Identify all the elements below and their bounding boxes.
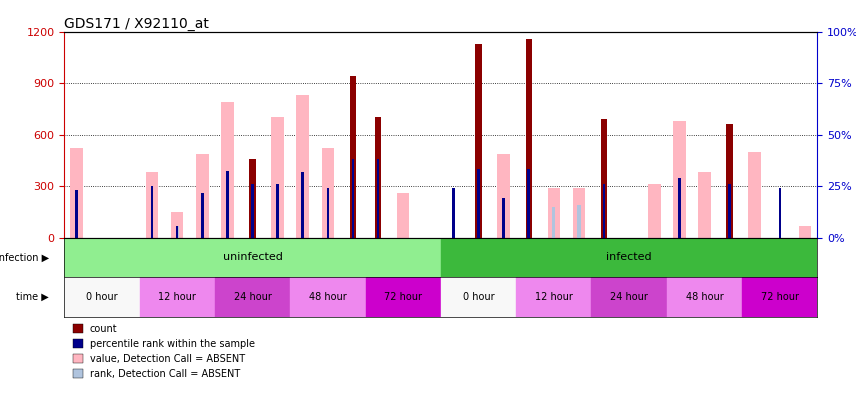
Bar — [527, 169, 530, 238]
Bar — [552, 207, 556, 238]
Bar — [742, 277, 817, 317]
Bar — [573, 188, 586, 238]
Bar — [64, 238, 441, 277]
Bar — [175, 226, 179, 238]
Bar — [322, 148, 334, 238]
Bar — [196, 154, 209, 238]
Text: infection ▶: infection ▶ — [0, 252, 49, 263]
Text: time ▶: time ▶ — [16, 292, 49, 302]
Bar — [497, 154, 510, 238]
Bar — [140, 277, 215, 317]
Text: 48 hour: 48 hour — [309, 292, 347, 302]
Text: percentile rank within the sample: percentile rank within the sample — [90, 339, 255, 349]
Text: 0 hour: 0 hour — [86, 292, 117, 302]
Bar — [601, 119, 607, 238]
Bar — [475, 44, 482, 238]
Text: 12 hour: 12 hour — [158, 292, 196, 302]
Bar — [397, 193, 409, 238]
Bar — [271, 118, 284, 238]
Bar — [502, 198, 505, 238]
Bar — [478, 169, 479, 238]
Bar — [577, 205, 580, 238]
Text: 72 hour: 72 hour — [761, 292, 799, 302]
Bar — [146, 172, 158, 238]
Bar — [176, 226, 178, 238]
Text: 24 hour: 24 hour — [234, 292, 271, 302]
Text: rank, Detection Call = ABSENT: rank, Detection Call = ABSENT — [90, 369, 241, 379]
Bar — [648, 185, 661, 238]
Bar — [290, 277, 366, 317]
Text: GDS171 / X92110_at: GDS171 / X92110_at — [64, 17, 209, 30]
Text: 72 hour: 72 hour — [384, 292, 422, 302]
Bar — [728, 185, 731, 238]
Bar — [452, 188, 455, 238]
Text: 48 hour: 48 hour — [686, 292, 723, 302]
Bar — [377, 159, 379, 238]
Bar — [171, 212, 183, 238]
Bar — [350, 76, 356, 238]
Bar — [327, 188, 329, 238]
Bar — [698, 172, 710, 238]
Bar — [377, 217, 379, 238]
Bar — [678, 177, 681, 238]
Text: 24 hour: 24 hour — [610, 292, 648, 302]
Text: 12 hour: 12 hour — [535, 292, 573, 302]
Bar — [221, 102, 234, 238]
Bar — [301, 172, 304, 238]
Bar — [502, 198, 505, 238]
Bar — [591, 277, 667, 317]
Bar — [441, 277, 516, 317]
Bar — [678, 200, 681, 238]
Bar — [441, 238, 817, 277]
Bar — [748, 152, 761, 238]
Bar — [249, 159, 256, 238]
Bar — [516, 277, 591, 317]
Bar — [779, 188, 781, 238]
Bar — [226, 171, 229, 238]
Bar — [352, 159, 354, 238]
Bar — [603, 185, 605, 238]
Bar — [201, 193, 204, 238]
Bar — [151, 186, 153, 238]
Text: uninfected: uninfected — [223, 252, 282, 263]
Bar — [727, 124, 733, 238]
Bar — [70, 148, 83, 238]
Bar — [75, 190, 78, 238]
Bar — [276, 185, 279, 238]
Bar — [252, 185, 253, 238]
Bar — [64, 277, 140, 317]
Text: value, Detection Call = ABSENT: value, Detection Call = ABSENT — [90, 354, 245, 364]
Bar — [526, 38, 532, 238]
Bar — [673, 121, 686, 238]
Bar — [799, 226, 811, 238]
Bar — [375, 118, 381, 238]
Bar — [215, 277, 290, 317]
Text: count: count — [90, 324, 117, 334]
Text: 0 hour: 0 hour — [463, 292, 494, 302]
Bar — [548, 188, 560, 238]
Bar — [667, 277, 742, 317]
Bar — [366, 277, 441, 317]
Bar — [296, 95, 309, 238]
Text: infected: infected — [606, 252, 652, 263]
